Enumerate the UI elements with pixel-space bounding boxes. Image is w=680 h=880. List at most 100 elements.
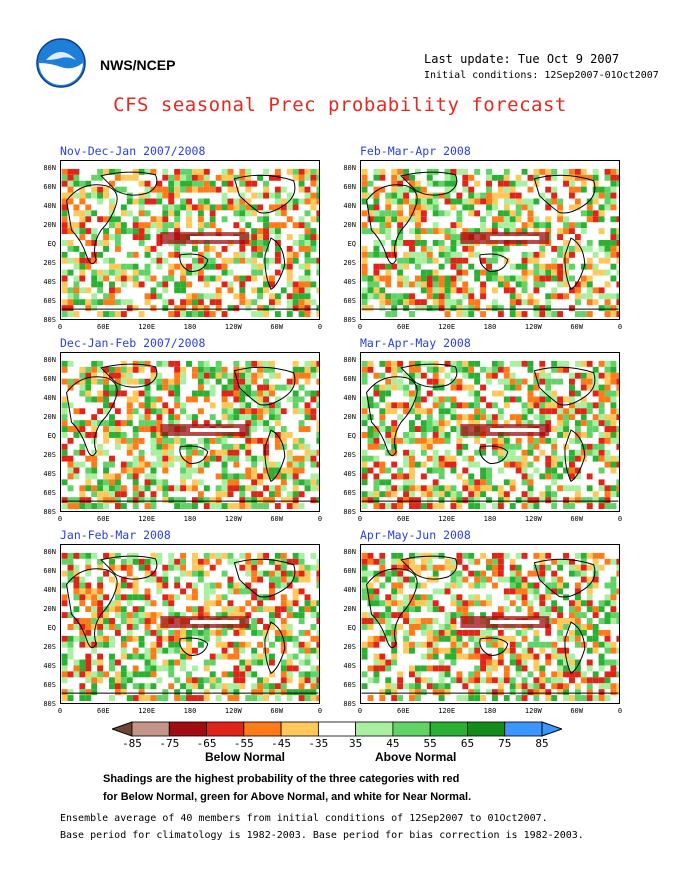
colorbar-tick-label: -75 bbox=[159, 737, 180, 750]
lat-label: 40S bbox=[343, 470, 356, 478]
lat-label: 20S bbox=[343, 643, 356, 651]
colorbar-swatch bbox=[280, 721, 319, 737]
lat-label: 60N bbox=[43, 567, 56, 575]
lat-label: 80N bbox=[43, 548, 56, 556]
lat-label: EQ bbox=[47, 240, 56, 248]
colorbar-swatch bbox=[467, 721, 506, 737]
lat-label: 60N bbox=[43, 183, 56, 191]
lon-label: 60E bbox=[397, 515, 410, 523]
lon-label: 60W bbox=[270, 707, 283, 715]
lat-label: 80N bbox=[343, 356, 356, 364]
note-line-3: Ensemble average of 40 members from init… bbox=[60, 813, 548, 824]
lat-label: 40N bbox=[343, 394, 356, 402]
lon-label: 120E bbox=[138, 515, 156, 523]
lon-label: 60W bbox=[270, 323, 283, 331]
lat-label: 20S bbox=[43, 259, 56, 267]
colorbar-arrow-left bbox=[112, 721, 133, 737]
lat-label: 60N bbox=[343, 567, 356, 575]
lon-label: 0 bbox=[317, 707, 323, 715]
colorbar-tick-label: 75 bbox=[498, 737, 512, 750]
noaa-logo bbox=[36, 38, 86, 88]
lat-label: 80S bbox=[43, 316, 56, 324]
lon-label: 180 bbox=[483, 707, 497, 715]
lon-label: 60W bbox=[570, 707, 583, 715]
lat-label: 20S bbox=[43, 451, 56, 459]
lat-label: 80S bbox=[343, 508, 356, 516]
lon-label: 120E bbox=[438, 707, 456, 715]
lon-label: 60E bbox=[397, 323, 410, 331]
lon-label: 120E bbox=[438, 323, 456, 331]
page-title: CFS seasonal Prec probability forecast bbox=[113, 94, 567, 116]
lat-label: 60S bbox=[43, 681, 56, 689]
lon-label: 0 bbox=[57, 707, 63, 715]
below-normal-label: Below Normal bbox=[205, 750, 286, 764]
panel-title: Dec-Jan-Feb 2007/2008 bbox=[60, 336, 206, 350]
lat-label: 60N bbox=[43, 375, 56, 383]
lon-label: 180 bbox=[183, 323, 197, 331]
lat-label: 80S bbox=[43, 508, 56, 516]
lat-label: 40N bbox=[343, 586, 356, 594]
lon-label: 60W bbox=[270, 515, 283, 523]
colorbar-tick-label: 35 bbox=[349, 737, 363, 750]
probability-colorbar bbox=[112, 721, 562, 737]
forecast-map bbox=[60, 544, 320, 704]
colorbar-tick-label: 55 bbox=[423, 737, 437, 750]
lon-label: 0 bbox=[57, 515, 63, 523]
lat-label: 20N bbox=[43, 221, 56, 229]
forecast-map bbox=[360, 544, 620, 704]
lat-label: 40N bbox=[343, 202, 356, 210]
lat-label: EQ bbox=[347, 624, 356, 632]
note-line-1: Shadings are the highest probability of … bbox=[103, 773, 460, 785]
panel-title: Nov-Dec-Jan 2007/2008 bbox=[60, 144, 206, 158]
forecast-map bbox=[60, 352, 320, 512]
lat-label: 40S bbox=[43, 662, 56, 670]
lon-label: 120W bbox=[224, 515, 242, 523]
lon-label: 0 bbox=[317, 323, 323, 331]
lat-label: 20N bbox=[43, 413, 56, 421]
lat-label: 20N bbox=[43, 605, 56, 613]
last-update-text: Last update: Tue Oct 9 2007 bbox=[424, 52, 620, 66]
lat-label: 80N bbox=[43, 356, 56, 364]
lon-label: 0 bbox=[357, 707, 363, 715]
colorbar-swatch bbox=[392, 721, 431, 737]
lon-label: 60E bbox=[97, 323, 110, 331]
lat-label: 60S bbox=[43, 297, 56, 305]
lon-label: 60E bbox=[97, 707, 110, 715]
lat-label: 40S bbox=[343, 278, 356, 286]
lat-label: 60S bbox=[43, 489, 56, 497]
lat-label: 80S bbox=[343, 316, 356, 324]
lat-label: 80N bbox=[343, 548, 356, 556]
lat-label: 80N bbox=[343, 164, 356, 172]
lon-label: 60W bbox=[570, 323, 583, 331]
lat-label: 80S bbox=[43, 700, 56, 708]
initial-conditions-text: Initial conditions: 12Sep2007-01Oct2007 bbox=[424, 70, 659, 81]
lat-label: 40N bbox=[43, 394, 56, 402]
lat-label: 60S bbox=[343, 297, 356, 305]
lon-label: 0 bbox=[357, 515, 363, 523]
colorbar-arrow-right bbox=[541, 721, 562, 737]
lat-label: 20N bbox=[343, 221, 356, 229]
lat-label: 20N bbox=[343, 413, 356, 421]
colorbar-tick-label: 85 bbox=[535, 737, 549, 750]
colorbar-tick-label: 65 bbox=[460, 737, 475, 750]
lat-label: 80N bbox=[43, 164, 56, 172]
lat-label: 20N bbox=[343, 605, 356, 613]
note-line-2: for Below Normal, green for Above Normal… bbox=[103, 791, 472, 803]
lat-label: 80S bbox=[343, 700, 356, 708]
lon-label: 180 bbox=[483, 323, 497, 331]
colorbar-swatch bbox=[355, 721, 394, 737]
lon-label: 60W bbox=[570, 515, 583, 523]
colorbar-tick-label: -65 bbox=[196, 737, 217, 750]
lon-label: 180 bbox=[183, 515, 197, 523]
colorbar-swatch bbox=[131, 721, 170, 737]
colorbar-tick-label: 45 bbox=[386, 737, 400, 750]
lon-label: 120E bbox=[138, 707, 156, 715]
colorbar-swatch bbox=[317, 721, 357, 737]
colorbar-tick-label: -45 bbox=[271, 737, 292, 750]
colorbar-swatch bbox=[168, 721, 207, 737]
lat-label: 60S bbox=[343, 489, 356, 497]
lat-label: 40S bbox=[43, 278, 56, 286]
lat-label: 60N bbox=[343, 183, 356, 191]
above-normal-label: Above Normal bbox=[375, 750, 457, 764]
lat-label: 60S bbox=[343, 681, 356, 689]
